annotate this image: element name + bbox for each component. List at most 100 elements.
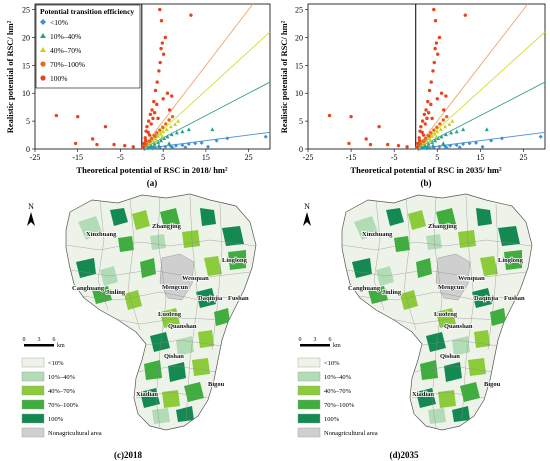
legend-label: Nonagricultural area [48, 430, 102, 437]
reference-line [141, 131, 271, 150]
place-label: Qishan [440, 353, 460, 360]
y-tick-label: 5 [299, 117, 303, 126]
place-labels: Xinzhuang Zhangjing Linglong Mengcun Wenquan… [347, 222, 526, 399]
scale-bar: 0 3 6 km [299, 337, 342, 349]
place-label: Jinling [382, 289, 402, 296]
legend-label: 100% [324, 416, 340, 423]
data-point [434, 41, 439, 45]
data-point [174, 130, 179, 135]
legend-triangle-icon [40, 47, 46, 52]
legend-box [35, 4, 141, 89]
data-point [76, 114, 80, 119]
data-point [499, 136, 504, 141]
data-point [199, 140, 204, 145]
legend-title: Potential transition efficiency [40, 7, 134, 16]
data-point [157, 69, 161, 73]
data-point [148, 139, 152, 143]
y-tick-label: 20 [295, 33, 303, 42]
legend-entry-4: 70%–100% [40, 60, 85, 69]
x-ticks: -25 -15 -5 5 15 25 [30, 149, 253, 162]
x-axis-label: Theoretical potential of RSC in 2035/ hm… [350, 165, 502, 175]
place-label: Zhangjing [152, 223, 182, 230]
data-point [433, 19, 438, 23]
legend-swatch [21, 371, 45, 382]
scale-tick-3: 3 [314, 337, 317, 343]
data-point [180, 129, 185, 134]
reference-line [415, 31, 546, 150]
scale-tick-6: 6 [53, 337, 56, 343]
legend-swatch [21, 385, 45, 396]
legend-swatch [297, 385, 321, 396]
panel-caption: (a) [147, 178, 158, 188]
data-point [103, 124, 108, 129]
data-point [152, 99, 156, 104]
plot-frame [307, 3, 546, 150]
data-point [163, 144, 168, 149]
data-point [484, 127, 489, 132]
chart-legend: Potential transition efficiency <10% 10%… [35, 4, 141, 89]
data-point [149, 136, 154, 141]
data-point [170, 114, 175, 119]
legend-swatch [297, 357, 321, 368]
y-tick-label: 0 [26, 145, 30, 154]
data-point [156, 143, 161, 148]
x-tick-label: 25 [519, 153, 527, 162]
data-point [155, 80, 159, 84]
data-point [141, 145, 145, 150]
legend-swatch [297, 399, 321, 410]
data-point [174, 143, 178, 148]
data-point [423, 122, 427, 126]
data-point [436, 52, 440, 56]
data-point [90, 137, 95, 141]
data-point [167, 141, 172, 146]
y-tick-label: 20 [22, 33, 30, 42]
north-arrow: N [27, 202, 35, 226]
data-point [418, 142, 423, 146]
data-point [123, 143, 127, 148]
x-tick-label: 5 [435, 153, 439, 162]
place-label: Linglong [498, 257, 524, 264]
place-label: Quanshan [444, 323, 473, 330]
legend-circle-icon [40, 61, 46, 67]
data-point [454, 129, 459, 134]
legend-swatch [297, 413, 321, 424]
data-point [364, 137, 368, 141]
x-tick-label: -25 [303, 153, 314, 162]
data-point [161, 129, 166, 134]
data-point [146, 119, 151, 123]
data-point [170, 145, 175, 150]
data-point [193, 141, 198, 146]
data-point [163, 35, 168, 40]
data-point [417, 136, 421, 140]
data-point [263, 134, 268, 139]
legend-label: 10%–40% [324, 374, 352, 381]
reference-line [415, 3, 529, 150]
data-point [151, 116, 155, 121]
data-point [168, 124, 173, 129]
data-point [426, 141, 431, 146]
data-point [143, 136, 147, 140]
data-point [327, 113, 332, 118]
place-label: Jinling [106, 289, 126, 296]
legend-label: 100% [48, 416, 64, 423]
data-point [445, 114, 449, 119]
data-point [154, 138, 159, 143]
place-label: Bigou [484, 381, 501, 388]
place-label: Qishan [164, 353, 184, 360]
data-point [426, 99, 430, 104]
north-arrow-icon [303, 212, 311, 226]
data-point [73, 141, 78, 146]
data-point [442, 108, 446, 112]
data-point [432, 60, 436, 65]
north-label: N [304, 202, 310, 211]
scale-tick-3: 3 [38, 337, 41, 343]
data-point [131, 145, 135, 149]
scatter-panel-a: 0 5 10 15 20 25 -25 -15 -5 5 15 25 Potential trans… [5, 3, 271, 188]
data-point [480, 144, 485, 149]
panel-caption: (b) [421, 178, 432, 188]
legend-label: 40%–70% [48, 388, 76, 395]
data-point [434, 134, 439, 139]
data-point [161, 52, 166, 56]
place-label: Wenquan [458, 275, 485, 282]
data-point [156, 116, 160, 121]
